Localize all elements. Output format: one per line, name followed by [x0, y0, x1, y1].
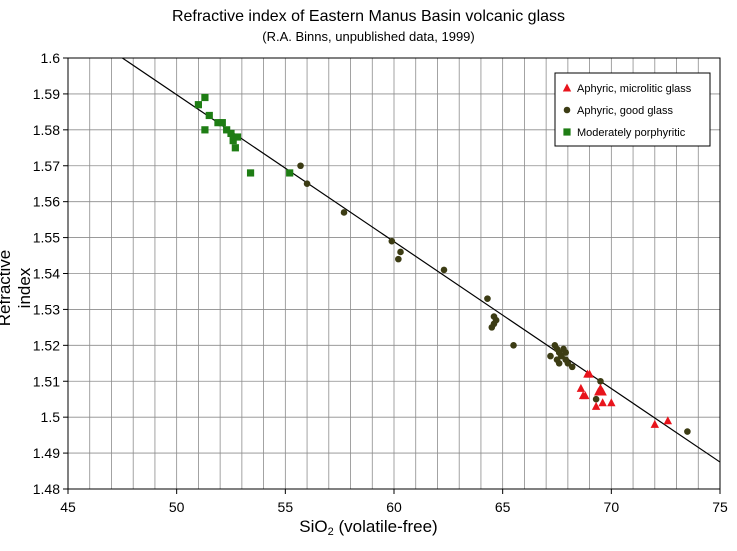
y-tick-label: 1.55	[33, 230, 60, 246]
data-point-good-glass	[395, 255, 402, 263]
data-point-good-glass	[562, 356, 569, 364]
data-point-microlitic	[663, 416, 673, 425]
x-tick-label: 50	[169, 499, 185, 515]
chart-subtitle: (R.A. Binns, unpublished data, 1999)	[262, 29, 475, 44]
x-axis-label: SiO2 (volatile-free)	[299, 517, 438, 538]
y-tick-label: 1.54	[33, 266, 60, 282]
data-point-porphyritic	[201, 93, 209, 102]
y-tick-label: 1.59	[33, 86, 60, 102]
data-point-microlitic	[578, 391, 588, 400]
legend-label: Moderately porphyritic	[577, 127, 686, 139]
data-point-good-glass	[597, 377, 604, 385]
legend-label: Aphyric, microlitic glass	[577, 83, 692, 95]
data-point-microlitic	[650, 419, 659, 428]
data-point-good-glass	[592, 395, 600, 403]
data-point-porphyritic	[194, 101, 202, 109]
y-tick-label: 1.58	[33, 122, 60, 138]
legend-marker	[562, 83, 572, 92]
data-point-microlitic	[598, 387, 607, 396]
data-point-good-glass	[555, 359, 563, 367]
data-point-porphyritic	[201, 126, 209, 134]
y-tick-label: 1.5	[41, 409, 61, 425]
data-point-good-glass	[558, 352, 565, 360]
data-point-good-glass	[397, 248, 404, 256]
y-tick-label: 1.49	[33, 445, 60, 461]
data-point-porphyritic	[233, 133, 242, 141]
data-point-good-glass	[484, 295, 491, 302]
data-point-porphyritic	[218, 119, 226, 127]
data-point-good-glass	[303, 180, 311, 188]
data-point-microlitic	[585, 369, 594, 378]
y-tick-label: 1.56	[33, 194, 60, 210]
data-point-porphyritic	[229, 137, 237, 145]
x-tick-label: 60	[386, 499, 402, 515]
data-point-good-glass	[562, 349, 569, 356]
x-tick-label: 55	[278, 499, 294, 515]
y-axis-label: Refractive index	[0, 249, 34, 327]
data-point-good-glass	[340, 209, 348, 216]
data-point-good-glass	[684, 428, 691, 435]
x-tick-label: 70	[604, 499, 620, 515]
data-point-good-glass	[488, 324, 496, 331]
data-point-microlitic	[591, 401, 601, 410]
data-point-porphyritic	[246, 169, 255, 177]
data-point-good-glass	[388, 237, 396, 245]
chart-title: Refractive index of Eastern Manus Basin …	[171, 8, 566, 25]
y-tick-label: 1.48	[33, 481, 60, 497]
y-tick-label: 1.6	[41, 50, 61, 66]
data-point-microlitic	[607, 398, 616, 407]
data-point-porphyritic	[214, 119, 222, 127]
data-point-porphyritic	[286, 169, 294, 177]
data-point-good-glass	[547, 352, 554, 360]
legend-box	[554, 72, 711, 147]
y-tick-label: 1.51	[33, 373, 60, 389]
data-point-microlitic	[598, 398, 607, 407]
x-tick-label: 45	[60, 499, 76, 515]
y-tick-label: 1.52	[33, 337, 60, 353]
x-tick-label: 75	[712, 499, 728, 515]
data-point-porphyritic	[223, 126, 231, 134]
data-point-microlitic	[576, 383, 586, 392]
x-tick-label: 65	[495, 499, 511, 515]
y-tick-label: 1.57	[33, 158, 60, 174]
data-point-good-glass	[440, 266, 448, 274]
data-point-porphyritic	[231, 144, 239, 152]
data-point-good-glass	[510, 342, 517, 349]
legend-marker	[563, 106, 571, 114]
legend-marker	[563, 128, 571, 136]
data-point-porphyritic	[227, 129, 235, 138]
data-point-porphyritic	[205, 111, 213, 120]
legend-label: Aphyric, good glass	[577, 105, 673, 117]
data-point-good-glass	[297, 162, 304, 170]
y-tick-label: 1.53	[33, 301, 60, 317]
data-point-good-glass	[568, 363, 576, 371]
